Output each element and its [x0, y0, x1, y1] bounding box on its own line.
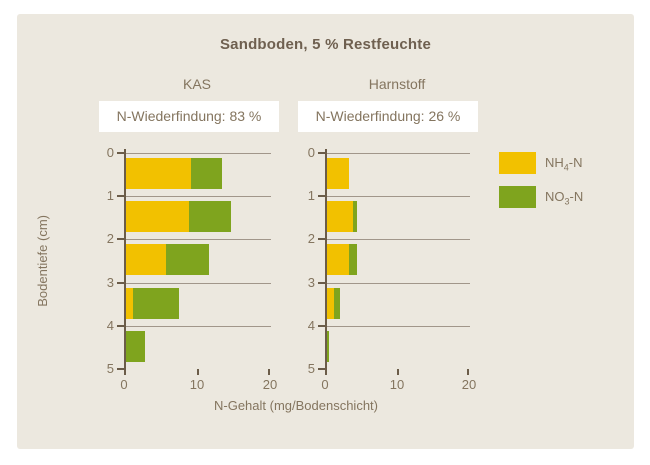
subplot-header-kas: KAS: [182, 76, 211, 92]
x-tick-label: 10: [389, 377, 405, 392]
bar-segment-nh4: [325, 158, 350, 189]
y-tick: [117, 368, 124, 370]
x-tick: [467, 369, 469, 375]
bar-segment-nh4: [325, 287, 335, 319]
plot-harnstoff: 0 1 2 3 4 5 0 10 20: [308, 145, 476, 392]
subplot-header-harnstoff: Harnstoff: [368, 76, 426, 92]
bar-segment-nh4: [124, 244, 167, 276]
y-tick: [117, 195, 124, 198]
y-tick-label: 1: [106, 188, 114, 204]
y-axis-label: Bodentiefe (cm): [32, 153, 52, 369]
x-tick-label: 10: [189, 377, 205, 392]
legend-label-nh4-sub: 4: [563, 162, 569, 173]
y-tick: [318, 152, 325, 154]
bar-segment-nh4: [124, 287, 134, 319]
y-tick-label: 3: [106, 274, 114, 290]
legend-swatch-no3: [499, 186, 536, 208]
y-tick-label: 4: [106, 317, 114, 333]
legend-label-no3-sub: 3: [564, 196, 570, 207]
bar-segment-no3: [124, 330, 146, 362]
gridline: [325, 153, 470, 154]
y-tick-label: 0: [106, 145, 114, 160]
gridline: [124, 196, 271, 198]
bar-segment-nh4: [124, 158, 192, 189]
bar-segment-no3: [166, 244, 210, 276]
y-axis-line: [325, 149, 327, 369]
y-tick-label: 2: [307, 231, 315, 247]
legend-label-nh4: NH4-N: [545, 152, 583, 174]
x-tick-label: 20: [461, 377, 477, 392]
gridline: [124, 153, 271, 154]
x-tick: [197, 369, 199, 375]
y-tick: [117, 324, 124, 327]
y-tick: [318, 324, 325, 327]
y-tick: [318, 238, 325, 241]
gridline: [325, 282, 470, 284]
bar-segment-no3: [191, 158, 222, 189]
gridline: [325, 325, 470, 327]
legend-label-no3-post: -N: [569, 189, 584, 204]
x-tick-label: 0: [120, 377, 128, 392]
y-tick-label: 5: [106, 361, 114, 376]
y-axis-line: [124, 149, 126, 369]
y-tick-label: 5: [307, 361, 315, 376]
y-tick: [318, 281, 325, 284]
bar-segment-nh4: [124, 201, 189, 233]
y-tick: [318, 368, 325, 370]
bar-segment-no3: [334, 287, 341, 319]
x-tick: [325, 369, 327, 375]
x-tick: [268, 369, 270, 375]
legend-swatch-nh4: [499, 152, 536, 174]
gridline: [325, 196, 470, 198]
y-tick-label: 1: [307, 188, 315, 204]
bar-segment-no3: [349, 244, 358, 276]
legend-label-nh4-post: -N: [568, 155, 583, 170]
gridline: [124, 325, 271, 327]
y-tick-label: 0: [307, 145, 315, 160]
bar-segment-no3: [353, 201, 357, 233]
x-axis-label: N-Gehalt (mg/Bodenschicht): [213, 398, 378, 413]
recovery-annotation-harnstoff: N-Wiederfindung: 26 %: [298, 101, 478, 132]
x-tick: [124, 369, 126, 375]
legend-label-no3: NO3-N: [545, 186, 583, 208]
gridline: [124, 239, 271, 241]
bar-segment-no3: [188, 201, 232, 233]
x-tick-label: 0: [321, 377, 329, 392]
legend-label-no3-pre: NO: [545, 189, 565, 204]
y-tick-label: 2: [106, 231, 114, 247]
x-tick-label: 20: [262, 377, 278, 392]
gridline: [124, 282, 271, 284]
y-tick: [117, 152, 124, 154]
y-tick: [117, 238, 124, 241]
legend-label-nh4-pre: NH: [545, 155, 564, 170]
y-axis-label-text: Bodentiefe (cm): [34, 215, 50, 307]
plot-kas: 0 1 2 3 4 5 0 10 20: [107, 145, 277, 392]
chart-title: Sandboden, 5 % Restfeuchte: [219, 36, 432, 53]
x-tick: [397, 369, 399, 375]
y-tick-label: 4: [307, 317, 315, 333]
recovery-annotation-kas: N-Wiederfindung: 83 %: [99, 101, 279, 132]
gridline: [325, 239, 470, 241]
bar-segment-nh4: [325, 244, 350, 276]
bar-segment-nh4: [325, 201, 354, 233]
y-tick: [117, 281, 124, 284]
y-tick: [318, 195, 325, 198]
y-tick-label: 3: [307, 274, 315, 290]
bar-segment-no3: [133, 287, 179, 319]
